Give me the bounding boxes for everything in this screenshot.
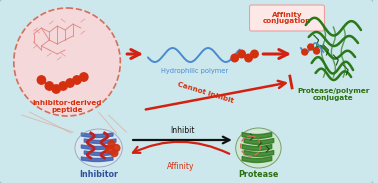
Circle shape	[106, 147, 113, 154]
Text: Inhibitor: Inhibitor	[79, 170, 118, 179]
Circle shape	[231, 54, 239, 62]
Circle shape	[302, 49, 308, 55]
FancyBboxPatch shape	[249, 5, 324, 31]
Text: Protease/polymer
conjugate: Protease/polymer conjugate	[297, 88, 370, 101]
Circle shape	[113, 145, 120, 152]
Circle shape	[111, 150, 118, 156]
Text: Protease: Protease	[238, 170, 279, 179]
Circle shape	[238, 50, 245, 58]
Ellipse shape	[75, 129, 122, 167]
Circle shape	[45, 82, 53, 90]
Circle shape	[108, 141, 115, 147]
Circle shape	[73, 76, 81, 84]
Ellipse shape	[236, 128, 281, 168]
Circle shape	[80, 73, 88, 81]
Text: Hydrophilic polymer: Hydrophilic polymer	[161, 68, 228, 74]
Circle shape	[52, 85, 60, 93]
Circle shape	[59, 82, 67, 90]
Text: Inhibit: Inhibit	[170, 126, 195, 135]
Circle shape	[14, 8, 120, 116]
Circle shape	[37, 76, 46, 84]
Circle shape	[308, 44, 314, 50]
Circle shape	[245, 54, 252, 62]
Circle shape	[251, 50, 258, 58]
Text: Affinity: Affinity	[167, 162, 194, 171]
Circle shape	[314, 48, 319, 54]
Text: Affinity
conjugation: Affinity conjugation	[263, 12, 311, 25]
Text: Inhibitor-derived
peptide: Inhibitor-derived peptide	[32, 100, 102, 113]
Circle shape	[66, 79, 74, 87]
Text: Cannot inhibit: Cannot inhibit	[177, 82, 234, 104]
